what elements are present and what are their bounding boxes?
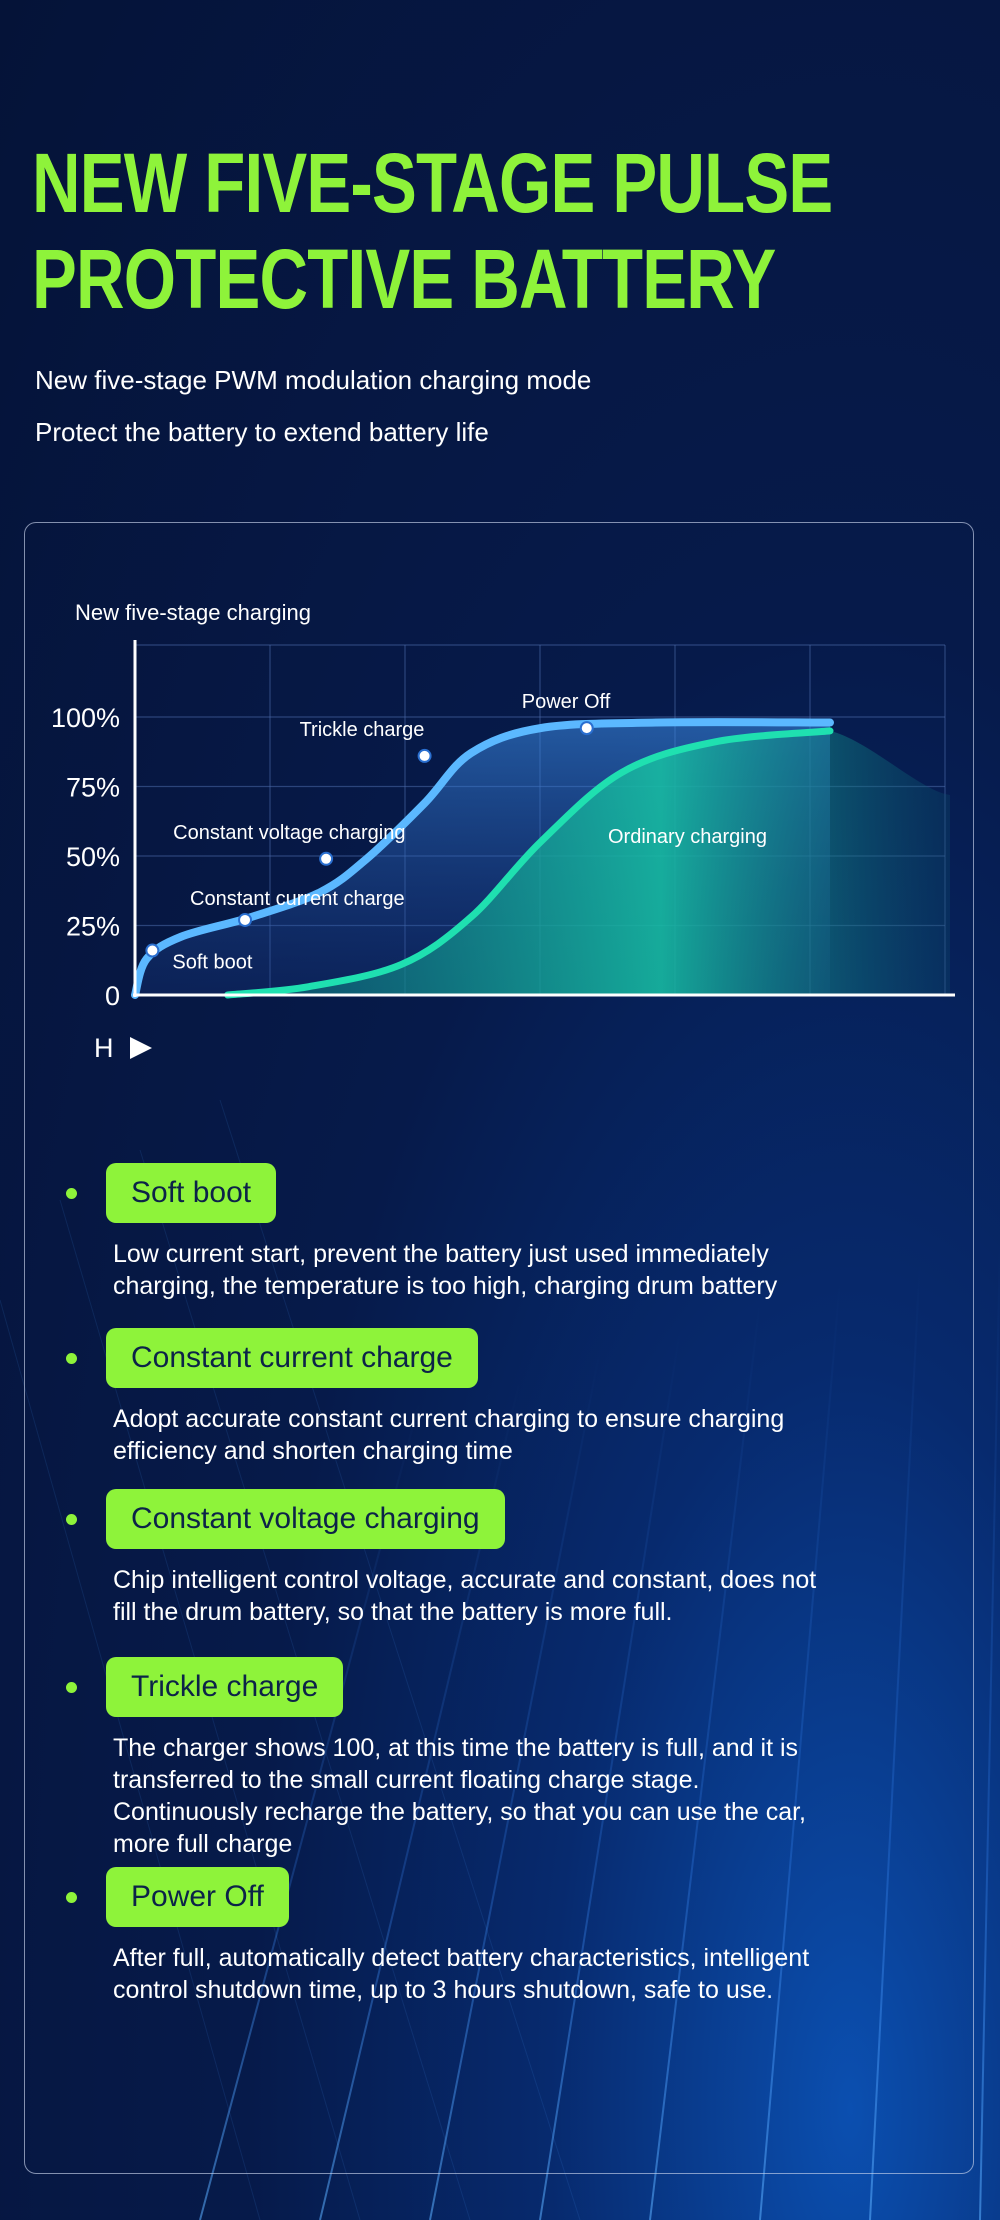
stage-label-pill: Power Off [106,1867,289,1927]
stage-marker-dot [145,943,160,958]
subtitle-line-2: Protect the battery to extend battery li… [35,417,489,447]
stage-description-line: fill the drum battery, so that the batte… [113,1598,673,1626]
stage-description-line: Adopt accurate constant current charging… [113,1405,785,1433]
bullet-dot [66,1188,77,1199]
x-axis-label: H [94,1033,114,1063]
info-panel [24,522,974,2174]
stage-label-pill: Constant current charge [106,1328,478,1388]
headline-line-1: NEW FIVE-STAGE PULSE [32,136,833,230]
ordinary-charging-area [227,730,950,995]
charging-chart: 0 25% 50% 75% 100% Soft boot Constant current… [51,600,955,1063]
stage-description: Chip intelligent control voltage, accura… [113,1564,933,1628]
five-stage-curve [131,718,834,999]
stage-label-pill: Soft boot [106,1163,277,1223]
play-arrow-icon [130,1037,152,1059]
bullet-dot [66,1353,77,1364]
ordinary-charging-curve [224,727,834,999]
ordinary-charging-label: Ordinary charging [608,826,767,848]
y-tick-label: 0 [105,981,120,1011]
stage-description-line: After full, automatically detect battery… [113,1944,810,1972]
stage-marker-label: Soft boot [172,952,253,974]
stage-marker-label: Constant voltage charging [173,822,405,844]
stage-label-pill: Constant voltage charging [106,1489,505,1549]
headline-line-2: PROTECTIVE BATTERY [32,232,776,326]
y-tick-labels: 0 25% 50% 75% 100% [51,703,120,1011]
stage-description-line: Chip intelligent control voltage, accura… [113,1566,817,1594]
stage-marker-dot [319,851,334,866]
stage-description-line: The charger shows 100, at this time the … [113,1734,799,1762]
bullet-dot [66,1892,77,1903]
headline: NEW FIVE-STAGE PULSE PROTECTIVE BATTERY [32,135,833,327]
y-tick-label: 100% [51,703,120,733]
stage-marker-dot [417,748,432,763]
stage-description-line: transferred to the small current floatin… [113,1766,700,1794]
stage-marker-label: Constant current charge [190,888,405,910]
y-tick-label: 75% [66,773,120,803]
bullet-dot [66,1682,77,1693]
stage-description: Adopt accurate constant current charging… [113,1403,933,1467]
stage-description: Low current start, prevent the battery j… [113,1238,933,1302]
y-tick-label: 25% [66,912,120,942]
stage-description-line: Continuously recharge the battery, so th… [113,1798,807,1826]
y-tick-label: 50% [66,842,120,872]
stage-description-line: control shutdown time, up to 3 hours shu… [113,1976,774,2004]
stage-marker-dot [579,721,594,736]
chart-title: New five-stage charging [75,600,311,625]
subtitle-line-1: New five-stage PWM modulation charging m… [35,365,592,395]
stage-description-line: more full charge [113,1830,293,1858]
stage-description-line: charging, the temperature is too high, c… [113,1272,778,1300]
chart-axes [133,640,955,997]
stage-marker-label: Power Off [522,691,611,713]
stage-description: The charger shows 100, at this time the … [113,1732,933,1860]
stage-marker-dot [238,912,253,927]
bullet-dot [66,1514,77,1525]
stage-marker-label: Trickle charge [300,719,425,741]
stage-label-pill: Trickle charge [106,1657,344,1717]
stage-description: After full, automatically detect battery… [113,1942,933,2006]
stage-description-line: efficiency and shorten charging time [113,1437,513,1465]
stage-description-line: Low current start, prevent the battery j… [113,1240,769,1268]
stage-markers: Soft boot Constant current charge Constant… [145,691,611,974]
